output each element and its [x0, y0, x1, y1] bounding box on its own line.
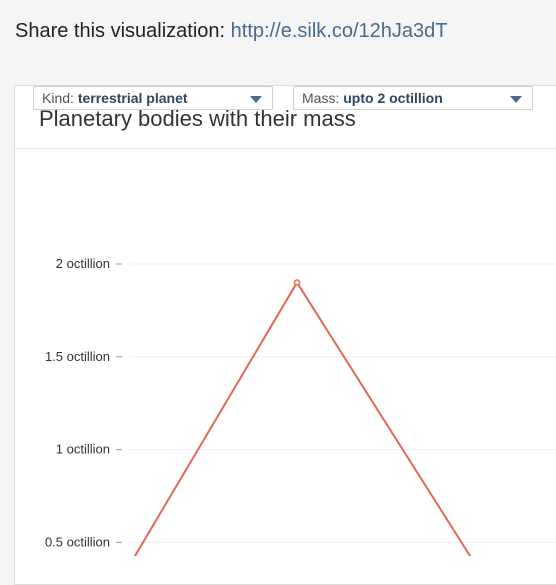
- share-bar: Share this visualization: http://e.silk.…: [15, 20, 447, 43]
- chevron-down-icon: [250, 96, 262, 103]
- share-label: Share this visualization:: [15, 20, 226, 42]
- y-tick-label-3: 2 octillion: [56, 256, 110, 271]
- chevron-down-icon: [510, 96, 522, 103]
- kind-filter-value: terrestrial planet: [77, 90, 188, 106]
- mass-filter-label: Mass:: [302, 90, 340, 106]
- share-link[interactable]: http://e.silk.co/12hJa3dT: [230, 20, 448, 42]
- y-tick-label-0: 0.5 octillion: [45, 534, 110, 549]
- kind-filter-select[interactable]: Kind: terrestrial planet: [33, 86, 273, 110]
- y-tick-label-1: 1 octillion: [56, 442, 110, 457]
- data-point-1: [293, 279, 301, 286]
- series-line-0: [133, 280, 472, 556]
- card-title: Planetary bodies with their mass: [15, 86, 556, 149]
- y-tick-label-2: 1.5 octillion: [45, 349, 110, 364]
- mass-filter-value: upto 2 octillion: [343, 90, 443, 106]
- line-chart: 0.5 octillion 1 octillion 1.5 octillion 2 o…: [45, 256, 556, 556]
- kind-filter-label: Kind:: [42, 90, 74, 106]
- visualization-card: Planetary bodies with their mass: [14, 85, 556, 585]
- mass-filter-select[interactable]: Mass: upto 2 octillion: [293, 86, 533, 110]
